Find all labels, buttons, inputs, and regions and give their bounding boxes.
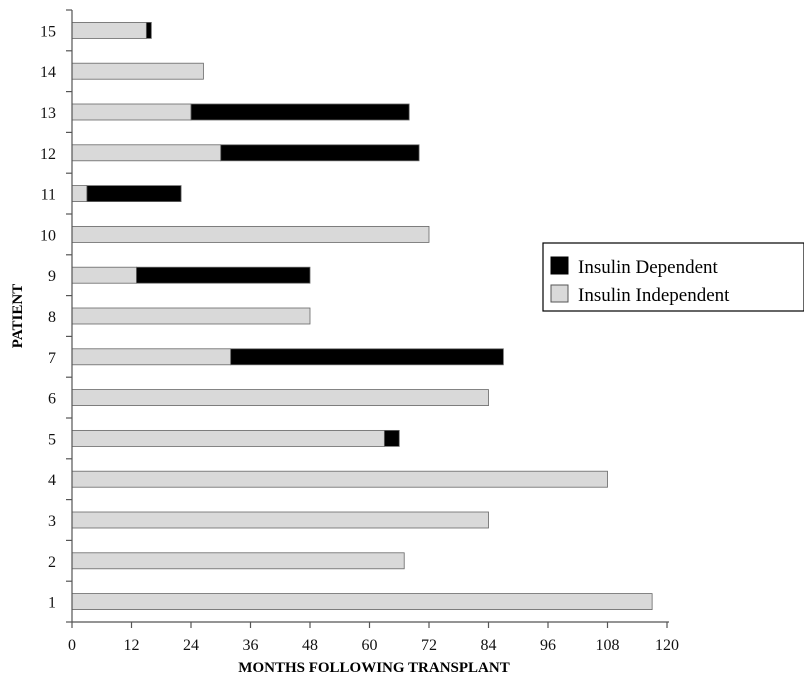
x-tick-label: 12	[124, 637, 140, 654]
y-tick-label: 8	[48, 309, 56, 326]
bars-layer	[71, 21, 653, 610]
x-axis-title: MONTHS FOLLOWING TRANSPLANT	[238, 660, 509, 676]
bar-insulin-independent	[71, 185, 88, 203]
x-tick-label: 72	[421, 637, 437, 654]
bar-insulin-independent	[71, 348, 232, 366]
legend-label-insulin-independent: Insulin Independent	[578, 285, 730, 306]
bar-insulin-dependent	[136, 266, 311, 284]
y-tick-label: 6	[48, 391, 56, 408]
bar-insulin-independent	[71, 103, 192, 121]
x-tick-label: 24	[183, 637, 199, 654]
bar-insulin-dependent	[145, 21, 152, 39]
y-tick-label: 3	[48, 513, 56, 530]
x-tick-label: 36	[243, 637, 259, 654]
x-tick-label: 60	[362, 637, 378, 654]
bar-insulin-independent	[71, 62, 204, 80]
legend-frame	[542, 242, 804, 312]
y-axis-title: PATIENT	[10, 284, 26, 348]
x-tick-label: 96	[540, 637, 556, 654]
x-tick-label: 48	[302, 637, 318, 654]
bar-insulin-independent	[71, 144, 222, 162]
bar-insulin-independent	[71, 389, 489, 407]
legend-label-insulin-dependent: Insulin Dependent	[578, 257, 719, 278]
bar-insulin-independent	[71, 429, 385, 447]
bar-insulin-independent	[71, 307, 311, 325]
y-tick-label: 1	[48, 595, 56, 612]
bar-insulin-independent	[71, 511, 489, 529]
y-tick-label: 13	[40, 105, 56, 122]
y-tick-label: 5	[48, 431, 56, 448]
bar-insulin-independent	[71, 21, 147, 39]
bar-insulin-independent	[71, 225, 430, 243]
axes-layer	[71, 10, 669, 623]
bar-insulin-dependent	[220, 144, 420, 162]
y-tick-label: 7	[48, 350, 56, 367]
bar-insulin-independent	[71, 266, 137, 284]
legend: Insulin Dependent Insulin Independent	[542, 242, 804, 312]
y-tick-label: 11	[41, 187, 56, 204]
y-tick-label: 2	[48, 554, 56, 571]
y-tick-label: 12	[40, 146, 56, 163]
y-tick-label: 10	[40, 227, 56, 244]
legend-swatch-insulin-independent	[550, 284, 569, 303]
bar-insulin-independent	[71, 552, 405, 570]
bar-insulin-dependent	[190, 103, 410, 121]
y-tick-label: 14	[40, 64, 56, 81]
x-tick-label: 0	[68, 637, 76, 654]
bar-insulin-dependent	[86, 185, 182, 203]
y-tick-label: 9	[48, 268, 56, 285]
bar-insulin-dependent	[230, 348, 504, 366]
bar-insulin-independent	[71, 470, 608, 488]
bar-insulin-dependent	[383, 429, 400, 447]
y-tick-label: 15	[40, 23, 56, 40]
x-tick-label: 120	[655, 637, 679, 654]
x-ticks: 0 12 24 36 48 60 72 84 96 108 120	[68, 622, 679, 654]
y-tick-label: 4	[48, 472, 56, 489]
legend-swatch-insulin-dependent	[550, 256, 569, 275]
x-tick-label: 84	[481, 637, 497, 654]
x-tick-label: 108	[596, 637, 620, 654]
bar-insulin-independent	[71, 593, 653, 610]
